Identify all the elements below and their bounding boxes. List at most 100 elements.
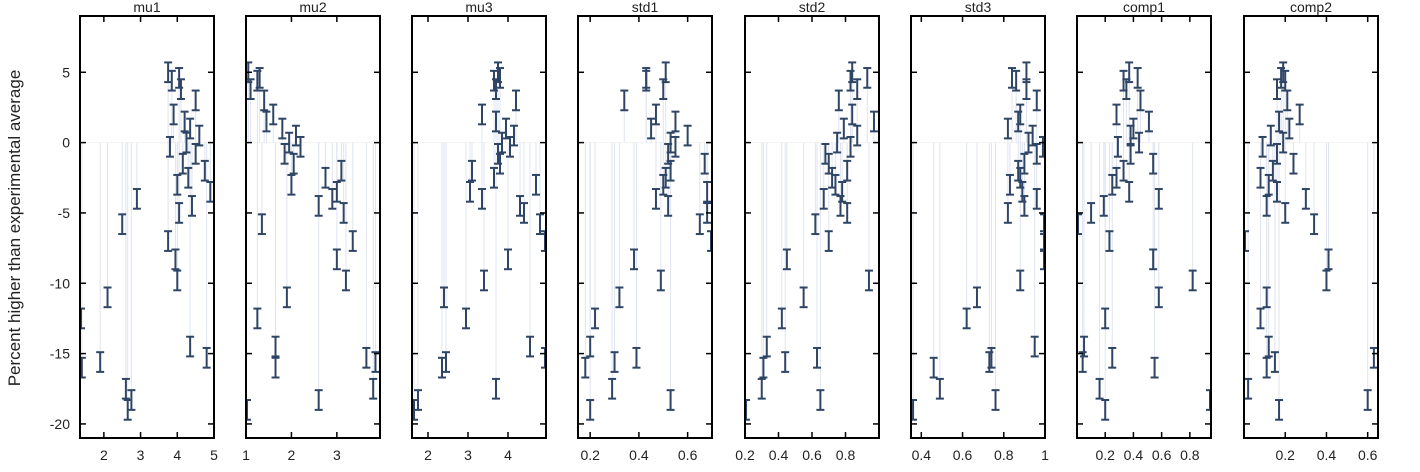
error-bar <box>1154 286 1163 309</box>
error-bar <box>478 103 486 126</box>
error-bar <box>1136 89 1145 112</box>
error-bar <box>96 351 105 373</box>
error-bar <box>187 195 196 217</box>
error-bar <box>1324 248 1333 271</box>
error-bar <box>280 143 289 165</box>
panel-frame <box>744 15 880 439</box>
x-tick-label: 0.4 <box>629 447 649 463</box>
error-bar <box>1266 124 1275 147</box>
error-bar <box>282 286 291 309</box>
panel-title: comp2 <box>1290 0 1332 15</box>
error-bar <box>1119 159 1128 182</box>
y-tick-label: -5 <box>58 205 71 221</box>
x-tick-label: 0.8 <box>1180 447 1200 463</box>
error-bar <box>1281 202 1290 224</box>
error-bar <box>1256 166 1265 189</box>
error-bar <box>834 89 843 112</box>
error-bar <box>671 110 680 133</box>
error-bar <box>1108 173 1117 196</box>
error-bar <box>502 117 510 140</box>
error-bar <box>1112 103 1121 126</box>
error-bar <box>929 356 938 379</box>
error-bar <box>1125 180 1134 203</box>
panel-title: mu2 <box>299 0 326 15</box>
error-bar <box>169 103 178 126</box>
panel-title: mu1 <box>133 0 160 15</box>
error-bar <box>632 346 641 369</box>
error-bar <box>782 248 791 271</box>
error-bar <box>1275 110 1284 133</box>
x-tick-label: 2 <box>100 447 108 463</box>
panels: mu1 -20 -15 -10 -5 0 5 2 3 4 5 mu2 1 2 3 mu3 2 3 4 std1 0.2 0… <box>50 0 1379 463</box>
error-bar <box>659 173 668 196</box>
error-bar <box>1032 188 1041 210</box>
error-bar <box>492 110 500 133</box>
error-bar <box>1126 143 1135 165</box>
error-bar <box>1099 195 1108 217</box>
error-bar <box>819 188 828 210</box>
error-bar <box>1122 78 1131 100</box>
error-bar <box>843 202 852 224</box>
panel-comp2: comp2 0.2 0.4 0.6 <box>1243 0 1379 463</box>
x-tick-label: 0.6 <box>1152 447 1172 463</box>
error-bar <box>440 286 448 309</box>
error-bar <box>321 166 330 189</box>
error-bar <box>831 173 840 196</box>
error-bar <box>175 202 184 224</box>
error-bar <box>191 89 200 112</box>
error-bar <box>506 135 514 158</box>
error-bar <box>777 307 786 330</box>
x-tick-label: 3 <box>333 447 341 463</box>
error-bar <box>178 152 187 175</box>
error-bar <box>498 131 506 154</box>
error-bar <box>1149 248 1158 271</box>
error-bar <box>1020 195 1029 217</box>
error-bar <box>103 286 112 309</box>
error-bar <box>651 188 660 210</box>
x-tick-label: 0.8 <box>836 447 856 463</box>
error-bar <box>608 377 617 400</box>
error-bar <box>1154 188 1163 210</box>
error-bar <box>371 351 380 373</box>
y-tick-label: -20 <box>50 416 70 432</box>
error-bar <box>173 173 182 196</box>
error-bar <box>1322 269 1331 292</box>
error-bar <box>848 103 857 126</box>
y-tick-label: 0 <box>62 135 70 151</box>
error-bar <box>630 248 639 271</box>
error-bar <box>1270 351 1279 373</box>
error-bar <box>176 78 185 100</box>
x-tick-label: 3 <box>137 447 145 463</box>
error-bar <box>200 159 209 182</box>
error-bar <box>186 335 195 358</box>
x-tick-label: 2 <box>424 447 432 463</box>
error-bar <box>180 110 189 133</box>
x-tick-label: 0.6 <box>953 447 973 463</box>
panel-std1: std1 0.2 0.4 0.6 <box>577 0 713 463</box>
error-bar <box>838 180 847 203</box>
error-bar <box>184 166 193 189</box>
error-bar <box>1101 307 1110 330</box>
x-tick-label: 0.8 <box>994 447 1014 463</box>
error-bar <box>182 131 191 154</box>
error-bar <box>1078 351 1087 373</box>
error-bar <box>846 135 855 158</box>
error-bar <box>291 124 300 147</box>
error-bar <box>586 335 595 358</box>
panel-comp1: comp1 0.2 0.4 0.6 0.8 <box>1076 0 1212 463</box>
y-axis-label: Percent higher than experimental average <box>5 70 24 387</box>
error-bar <box>1016 269 1025 292</box>
error-bar <box>1258 135 1267 158</box>
error-bar <box>202 346 211 369</box>
y-tick-label: -15 <box>50 346 70 362</box>
error-bar <box>1101 399 1110 421</box>
error-bar <box>287 173 296 196</box>
error-bar <box>864 269 873 292</box>
error-bar <box>496 67 504 89</box>
error-bar <box>911 399 918 421</box>
error-bar <box>647 117 656 140</box>
x-tick-label: 1 <box>242 447 250 463</box>
error-bar <box>186 117 195 140</box>
x-tick-label: 5 <box>210 447 218 463</box>
error-bar <box>703 180 712 203</box>
